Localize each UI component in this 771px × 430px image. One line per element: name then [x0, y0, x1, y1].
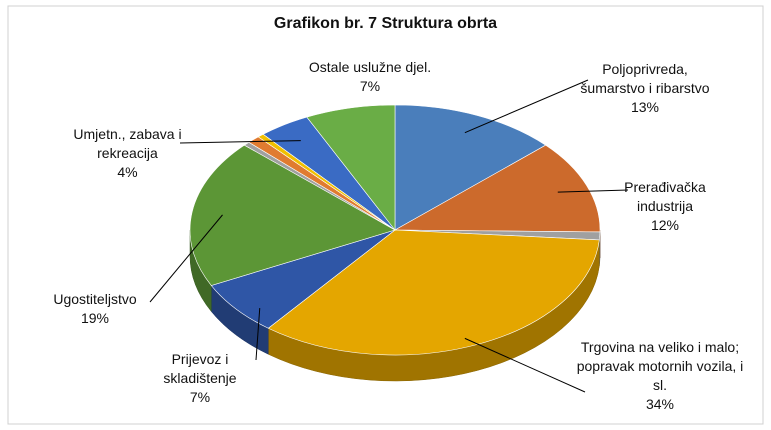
slice-name: Trgovina na veliko i malo; popravak moto… [576, 339, 744, 393]
slice-name: Ostale uslužne djel. [308, 59, 432, 75]
slice-name: Prijevoz i skladištenje [163, 351, 237, 386]
slice-percent: 34% [645, 396, 675, 412]
data-label: Prijevoz i skladištenje 7% [150, 350, 250, 407]
data-label: Poljoprivreda, šumarstvo i ribarstvo 13% [575, 60, 715, 117]
data-label: Trgovina na veliko i malo; popravak moto… [570, 338, 750, 414]
data-label: Umjetn., zabava i rekreacija 4% [55, 125, 200, 182]
slice-name: Ugostiteljstvo [53, 291, 137, 307]
pie-slice [393, 144, 601, 233]
slice-percent: 19% [80, 310, 110, 326]
pie-slice [189, 144, 396, 286]
pie-slice [394, 104, 547, 231]
slice-name: Umjetn., zabava i rekreacija [73, 126, 182, 161]
data-label: Prerađivačka industrija 12% [600, 178, 730, 235]
pie-slice [267, 229, 600, 356]
leader-line [149, 214, 223, 303]
data-label: Ugostiteljstvo 19% [30, 290, 160, 328]
slice-percent: 13% [630, 99, 660, 115]
slice-name: Poljoprivreda, šumarstvo i ribarstvo [580, 61, 710, 96]
pie-slice [306, 104, 396, 231]
data-label: Ostale uslužne djel. 7% [300, 58, 440, 96]
slice-percent: 4% [117, 164, 138, 180]
chart-title: Grafikon br. 7 Struktura obrta [273, 15, 498, 32]
slice-percent: 7% [359, 78, 381, 94]
slice-percent: 7% [189, 389, 211, 405]
slice-name: Prerađivačka industrija [624, 179, 706, 214]
leader-line [557, 189, 629, 193]
leader-line [255, 308, 261, 361]
leader-line [464, 79, 589, 134]
slice-percent: 12% [650, 217, 680, 233]
leader-line [179, 140, 301, 144]
leader-line [464, 337, 586, 393]
